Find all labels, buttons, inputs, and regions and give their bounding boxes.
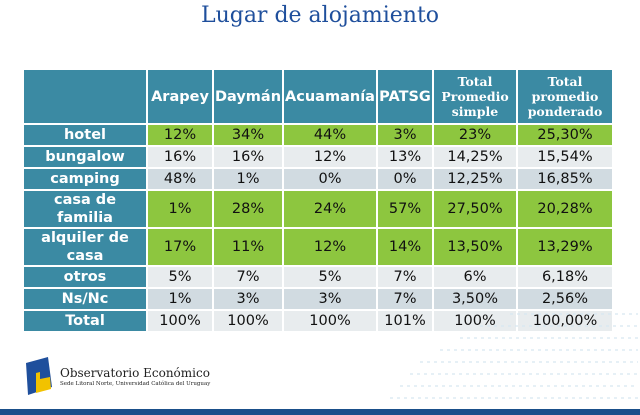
bottom-bar	[0, 409, 640, 415]
table-cell: 16%	[212, 145, 284, 169]
row-label: alquiler de casa	[22, 227, 148, 267]
table-cell: 12%	[282, 145, 378, 169]
table-cell: 11%	[212, 227, 284, 267]
table-cell: 3%	[212, 287, 284, 311]
table-cell: 14,25%	[432, 145, 518, 169]
table-cell: 13%	[376, 145, 434, 169]
header-total-weighted: Total promedio ponderado	[516, 68, 614, 125]
table-cell: 24%	[282, 189, 378, 229]
header-patsg: PATSG	[376, 68, 434, 125]
observatorio-logo-icon	[26, 357, 52, 395]
table-cell: 7%	[212, 265, 284, 289]
table-cell: 13,29%	[516, 227, 614, 267]
table-cell: 1%	[146, 287, 214, 311]
table-cell: 13,50%	[432, 227, 518, 267]
table-row: alquiler de casa 17% 11% 12% 14% 13,50% 13,29%	[22, 227, 614, 267]
table-cell: 5%	[146, 265, 214, 289]
table-row: camping 48% 1% 0% 0% 12,25% 16,85%	[22, 167, 614, 191]
table-cell: 0%	[282, 167, 378, 191]
table-cell: 27,50%	[432, 189, 518, 229]
org-title: Observatorio Económico	[60, 366, 210, 380]
table-cell: 57%	[376, 189, 434, 229]
table-cell: 3%	[376, 123, 434, 147]
table-cell: 15,54%	[516, 145, 614, 169]
table-cell: 14%	[376, 227, 434, 267]
row-label: Total	[22, 309, 148, 333]
row-label: hotel	[22, 123, 148, 147]
table-cell: 23%	[432, 123, 518, 147]
table-cell: 101%	[376, 309, 434, 333]
table-cell: 3%	[282, 287, 378, 311]
table-row: Total 100% 100% 100% 101% 100% 100,00%	[22, 309, 614, 333]
row-label: Ns/Nc	[22, 287, 148, 311]
table-cell: 100%	[146, 309, 214, 333]
header-dayman: Daymán	[212, 68, 284, 125]
table-cell: 5%	[282, 265, 378, 289]
table-cell: 12%	[282, 227, 378, 267]
table-row: Ns/Nc 1% 3% 3% 7% 3,50% 2,56%	[22, 287, 614, 311]
table-cell: 17%	[146, 227, 214, 267]
table-cell: 34%	[212, 123, 284, 147]
header-acuamania: Acuamanía	[282, 68, 378, 125]
table-cell: 25,30%	[516, 123, 614, 147]
org-subtitle: Sede Litoral Norte, Universidad Católica…	[60, 381, 211, 387]
table-cell: 6,18%	[516, 265, 614, 289]
row-label: bungalow	[22, 145, 148, 169]
table-cell: 100%	[212, 309, 284, 333]
table-cell: 6%	[432, 265, 518, 289]
table-cell: 7%	[376, 265, 434, 289]
table-row: bungalow 16% 16% 12% 13% 14,25% 15,54%	[22, 145, 614, 169]
binary-watermark-icon	[390, 313, 638, 399]
header-arapey: Arapey	[146, 68, 214, 125]
table-cell: 12%	[146, 123, 214, 147]
lodging-table: Arapey Daymán Acuamanía PATSG Total Prom…	[22, 68, 614, 333]
table-cell: 44%	[282, 123, 378, 147]
slide-title: Lugar de alojamiento	[200, 3, 440, 28]
table-cell: 16,85%	[516, 167, 614, 191]
table-cell: 20,28%	[516, 189, 614, 229]
table-cell: 2,56%	[516, 287, 614, 311]
header-empty	[22, 68, 148, 125]
table-cell: 1%	[212, 167, 284, 191]
table-row: casa de familia 1% 28% 24% 57% 27,50% 20,28%	[22, 189, 614, 229]
table-row: otros 5% 7% 5% 7% 6% 6,18%	[22, 265, 614, 289]
table-cell: 12,25%	[432, 167, 518, 191]
table-cell: 7%	[376, 287, 434, 311]
table-cell: 16%	[146, 145, 214, 169]
table-row: hotel 12% 34% 44% 3% 23% 25,30%	[22, 123, 614, 147]
org-name: Observatorio Económico Sede Litoral Norte…	[60, 366, 260, 388]
table-cell: 0%	[376, 167, 434, 191]
header-total-simple: Total Promedio simple	[432, 68, 518, 125]
table-cell: 48%	[146, 167, 214, 191]
table-cell: 1%	[146, 189, 214, 229]
table-cell: 100%	[282, 309, 378, 333]
table-cell: 3,50%	[432, 287, 518, 311]
row-label: otros	[22, 265, 148, 289]
row-label: camping	[22, 167, 148, 191]
table-cell: 28%	[212, 189, 284, 229]
row-label: casa de familia	[22, 189, 148, 229]
table-header-row: Arapey Daymán Acuamanía PATSG Total Prom…	[22, 68, 614, 125]
table-cell: 100,00%	[516, 309, 614, 333]
